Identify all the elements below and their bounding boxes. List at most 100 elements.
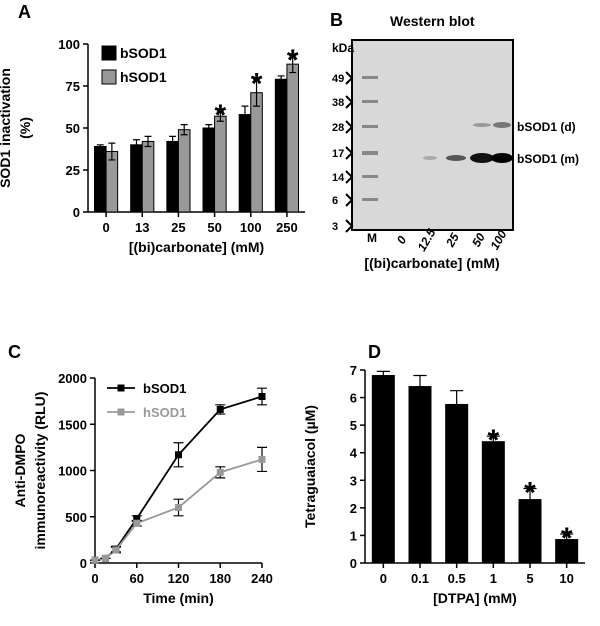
marker-arrow: [345, 71, 354, 85]
y-tick-label: 2000: [58, 371, 87, 386]
error-bar: [523, 487, 537, 512]
marker: [133, 515, 141, 523]
x-tick-label: 25: [171, 220, 185, 235]
marker: [133, 519, 141, 527]
lane-label: 50: [469, 230, 488, 249]
error-bar: [241, 105, 249, 124]
bar: [286, 63, 299, 213]
y-tick-label: 6: [350, 391, 357, 406]
y-axis-title: (%): [17, 117, 33, 139]
marker-arrow: [345, 170, 354, 184]
error-bar: [376, 370, 390, 381]
marker: [258, 393, 266, 400]
significance-marker: *: [251, 67, 263, 100]
x-tick-label: 1: [490, 571, 497, 586]
bar: [94, 145, 107, 213]
legend-swatch: [101, 69, 117, 85]
marker-label: 14: [332, 172, 345, 184]
error-bar: [205, 124, 213, 132]
marker-label: 17: [332, 148, 344, 160]
bar: [202, 127, 216, 213]
panel-letter: A: [18, 2, 31, 22]
blot-panel: B Western blot kDa bSOD1 (d) bSOD1 (m) […: [330, 10, 579, 271]
marker-label: 6: [332, 195, 338, 207]
significance-marker: *: [561, 522, 573, 555]
y-axis-title: SOD1 inactivation: [0, 68, 13, 188]
error-bar: [289, 55, 297, 74]
lane-label: 25: [443, 230, 462, 250]
error-bar: [257, 387, 267, 406]
bar: [105, 151, 119, 213]
x-tick-label: 13: [135, 220, 149, 235]
error-bar: [277, 75, 285, 84]
legend-marker: [117, 408, 125, 416]
bands: [423, 122, 513, 163]
significance-marker: *: [487, 424, 499, 457]
error-bar: [169, 135, 177, 148]
legend-swatch: [101, 45, 117, 61]
marker-arrow: [345, 146, 354, 160]
y-tick-label: 0: [350, 556, 357, 571]
legend-marker: [117, 384, 125, 392]
x-tick-label: 240: [251, 571, 273, 586]
marker-arrow: [345, 95, 354, 109]
bar: [445, 403, 469, 564]
lane-label: 100: [487, 228, 509, 253]
marker-arrow: [345, 120, 354, 134]
marker: [216, 468, 224, 476]
bar: [141, 140, 155, 213]
x-tick-label: 0: [102, 220, 109, 235]
error-bar: [450, 390, 464, 419]
blot-membrane: [351, 39, 514, 231]
marker-label: 3: [332, 221, 338, 233]
x-tick-label: 0: [380, 571, 387, 586]
band-label: bSOD1 (d): [517, 120, 576, 134]
marker-arrow: [345, 219, 354, 233]
legend-label: bSOD1: [120, 45, 167, 61]
y-tick-label: 100: [58, 37, 80, 52]
y-tick-label: 1: [350, 528, 357, 543]
x-tick-label: 50: [207, 220, 221, 235]
ladder: [362, 76, 378, 201]
error-bar: [173, 442, 184, 468]
error-bar: [253, 78, 261, 107]
legend-label: hSOD1: [120, 69, 167, 85]
marker: [101, 554, 109, 562]
error-bar: [216, 110, 224, 122]
marker-label: 28: [332, 122, 344, 134]
significance-marker: *: [287, 44, 299, 77]
y-tick-label: 4: [350, 446, 358, 461]
bar: [250, 92, 263, 213]
y-tick-label: 50: [66, 121, 80, 136]
marker: [258, 455, 266, 463]
x-tick-label: 0.5: [448, 571, 466, 586]
y-axis-title: Anti-DMPO: [12, 433, 28, 507]
x-tick-label: 10: [559, 571, 573, 586]
y-axis-title: Tetraguaiacol (µM): [302, 405, 318, 528]
panel-letter: B: [330, 10, 343, 30]
y-tick-label: 0: [73, 205, 80, 220]
error-bar: [486, 435, 500, 448]
x-tick-label: 100: [240, 220, 262, 235]
x-axis-title: [(bi)carbonate] (mM): [129, 239, 264, 255]
bar: [166, 140, 179, 213]
marker: [175, 451, 182, 459]
marker: [216, 405, 224, 413]
legend-label: bSOD1: [143, 381, 186, 396]
blot-title: Western blot: [390, 13, 475, 29]
bar: [274, 78, 288, 213]
x-tick-label: 250: [276, 220, 298, 235]
y-tick-label: 1000: [58, 464, 87, 479]
bar: [130, 144, 143, 213]
x-tick-label: 0: [91, 571, 98, 586]
bar: [177, 129, 191, 213]
error-bar: [413, 374, 427, 399]
y-axis-title: immunoreactivity (RLU): [32, 392, 48, 550]
lane-label: 0: [394, 233, 410, 246]
bar: [238, 114, 252, 213]
y-tick-label: 1500: [58, 417, 87, 432]
x-axis-title: [DTPA] (mM): [433, 590, 517, 606]
legend-label: hSOD1: [143, 405, 186, 420]
lane-label: M: [367, 231, 377, 245]
